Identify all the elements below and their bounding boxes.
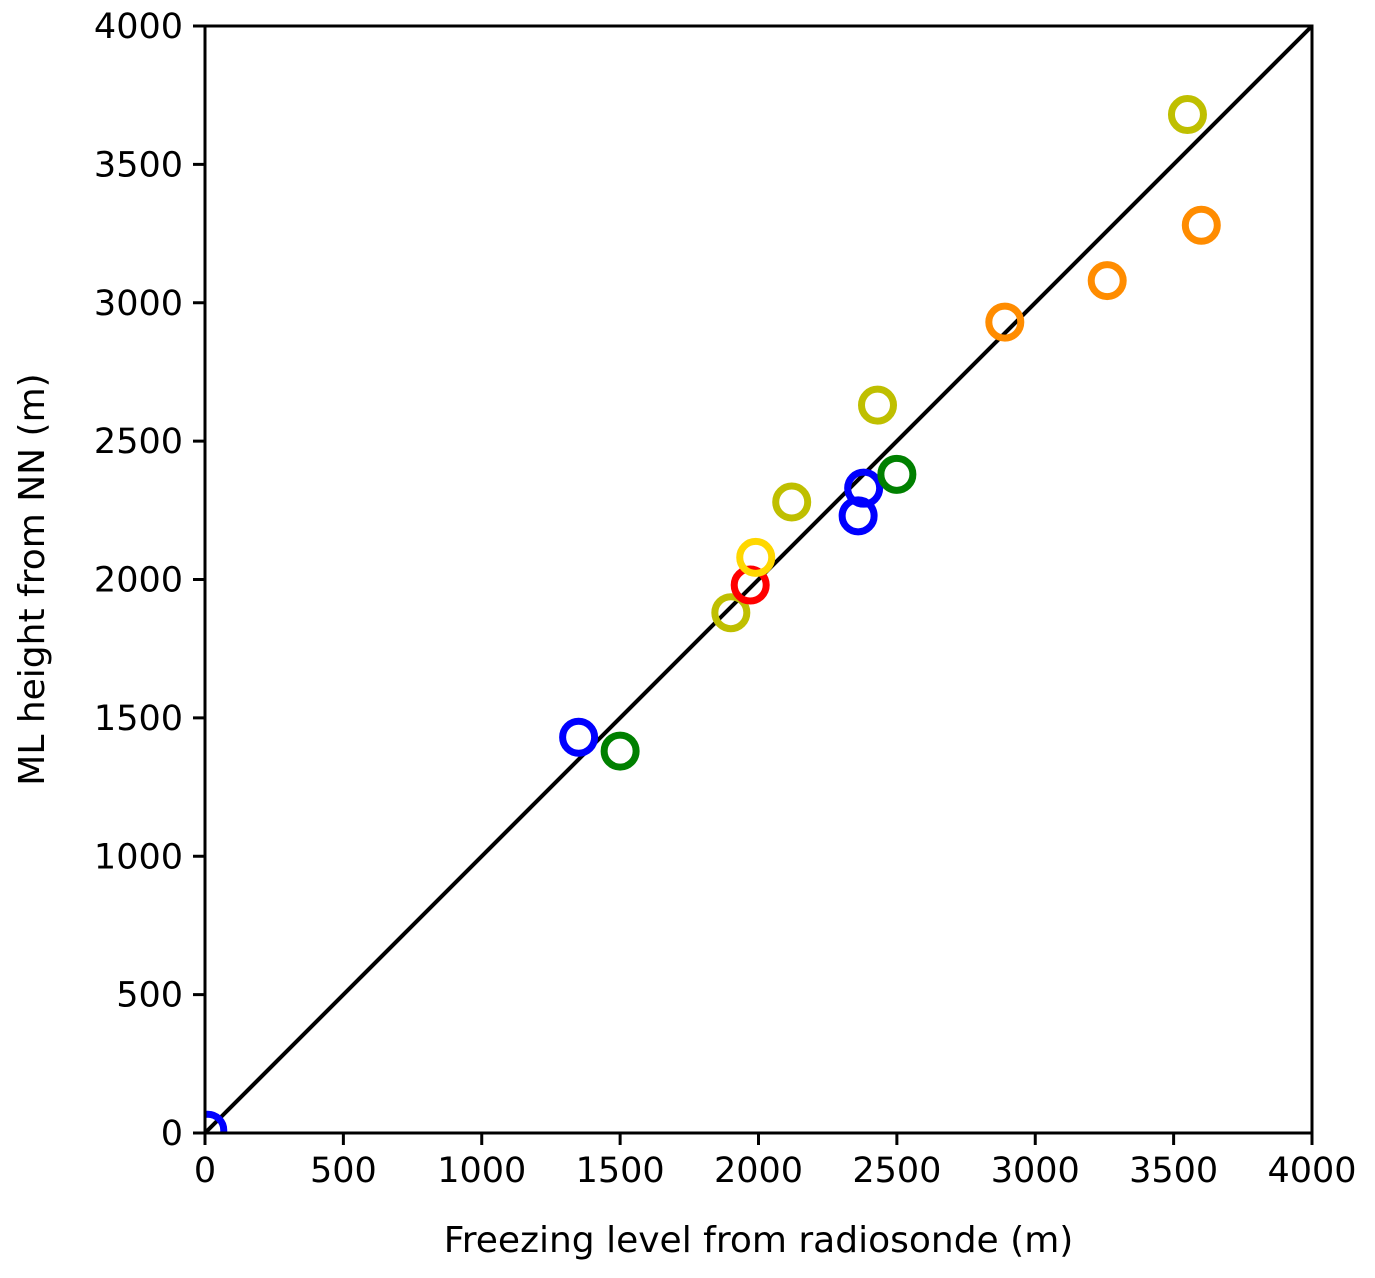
x-tick-label: 0	[194, 1151, 216, 1191]
axis-ticks: 0 500 1000 1500 2000 2500 3000 3500 4000 0 500 1000…	[94, 7, 1357, 1191]
x-tick-label: 3000	[991, 1151, 1080, 1191]
data-point	[1181, 205, 1221, 245]
y-tick-label: 4000	[94, 7, 183, 47]
y-tick-label: 0	[161, 1114, 183, 1154]
x-tick-label: 1000	[437, 1151, 526, 1191]
y-tick-label: 2000	[94, 561, 183, 601]
x-tick-label: 2000	[714, 1151, 803, 1191]
data-point	[559, 717, 599, 757]
data-point	[1167, 95, 1207, 135]
data-point	[711, 593, 751, 633]
y-tick-label: 1000	[94, 837, 183, 877]
data-point	[736, 537, 776, 577]
data-point	[772, 482, 812, 522]
x-tick-label: 500	[310, 1151, 377, 1191]
data-point	[877, 454, 917, 494]
x-tick-label: 2500	[852, 1151, 941, 1191]
y-tick-label: 2500	[94, 422, 183, 462]
y-tick-label: 500	[116, 976, 183, 1016]
plot-frame	[203, 24, 1314, 1135]
y-tick-label: 3500	[94, 145, 183, 185]
x-tick-label: 3500	[1129, 1151, 1218, 1191]
x-tick-label: 4000	[1267, 1151, 1356, 1191]
data-points	[205, 95, 1221, 1133]
x-tick-label: 1500	[576, 1151, 665, 1191]
data-point	[1087, 261, 1127, 301]
y-tick-label: 3000	[94, 284, 183, 324]
data-point	[985, 302, 1025, 342]
y-axis-label: ML height from NN (m)	[12, 373, 53, 785]
identity-reference-line	[203, 24, 1314, 1135]
reference-line-layer	[203, 24, 1314, 1135]
data-point	[600, 731, 640, 771]
x-axis-label: Freezing level from radiosonde (m)	[444, 1220, 1074, 1261]
data-point	[858, 385, 898, 425]
y-tick-label: 1500	[94, 699, 183, 739]
data-point	[205, 1110, 228, 1133]
data-point	[844, 468, 884, 508]
